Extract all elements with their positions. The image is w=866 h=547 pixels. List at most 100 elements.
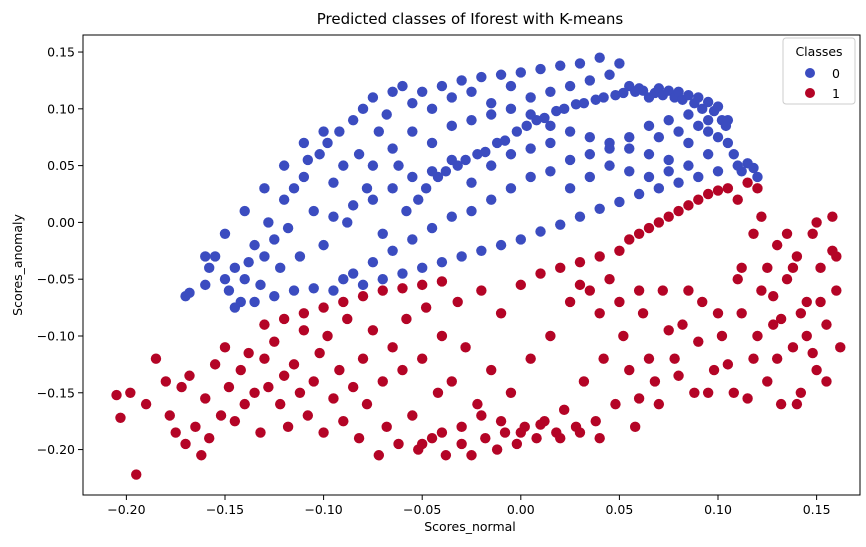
scatter-point-class-0 bbox=[278, 194, 290, 205]
scatter-point-class-0 bbox=[288, 285, 300, 296]
scatter-point-class-1 bbox=[176, 381, 187, 393]
scatter-point-class-0 bbox=[637, 85, 649, 96]
scatter-point-class-1 bbox=[511, 438, 523, 450]
scatter-point-class-0 bbox=[693, 120, 704, 132]
scatter-point-class-1 bbox=[775, 398, 787, 410]
scatter-point-class-0 bbox=[683, 137, 694, 149]
y-tick-label: −0.15 bbox=[37, 385, 75, 400]
scatter-point-class-0 bbox=[505, 149, 517, 160]
scatter-point-class-1 bbox=[663, 211, 674, 222]
scatter-point-class-0 bbox=[584, 171, 596, 183]
scatter-point-class-0 bbox=[702, 149, 714, 160]
scatter-point-class-0 bbox=[308, 283, 319, 294]
scatter-point-class-0 bbox=[564, 80, 576, 92]
scatter-point-class-1 bbox=[736, 262, 747, 274]
scatter-point-class-0 bbox=[663, 166, 674, 177]
scatter-point-class-1 bbox=[683, 200, 694, 211]
scatter-point-class-1 bbox=[334, 364, 345, 376]
scatter-point-class-0 bbox=[551, 105, 562, 117]
scatter-point-class-0 bbox=[239, 273, 250, 285]
scatter-point-class-1 bbox=[432, 387, 444, 398]
scatter-point-class-1 bbox=[590, 415, 601, 427]
scatter-point-class-0 bbox=[342, 217, 353, 228]
scatter-point-class-1 bbox=[610, 398, 621, 410]
scatter-point-class-0 bbox=[712, 132, 724, 143]
scatter-point-class-1 bbox=[712, 308, 724, 319]
scatter-point-class-0 bbox=[521, 120, 532, 132]
scatter-point-class-1 bbox=[495, 415, 507, 427]
scatter-point-class-0 bbox=[476, 71, 487, 83]
scatter-point-class-0 bbox=[397, 268, 408, 279]
scatter-point-class-1 bbox=[742, 393, 753, 404]
scatter-point-class-1 bbox=[795, 387, 807, 398]
scatter-point-class-1 bbox=[781, 228, 793, 239]
scatter-point-class-0 bbox=[564, 183, 576, 194]
scatter-point-class-0 bbox=[466, 205, 477, 217]
scatter-point-class-0 bbox=[381, 109, 392, 120]
scatter-point-class-1 bbox=[677, 319, 688, 330]
scatter-point-class-0 bbox=[436, 256, 448, 268]
scatter-point-class-0 bbox=[663, 114, 674, 126]
scatter-point-class-1 bbox=[683, 285, 694, 296]
scatter-point-class-0 bbox=[209, 251, 221, 262]
scatter-point-class-1 bbox=[545, 330, 556, 342]
scatter-point-class-0 bbox=[426, 222, 438, 234]
scatter-point-class-1 bbox=[736, 308, 747, 319]
scatter-point-class-0 bbox=[598, 92, 609, 103]
scatter-point-class-1 bbox=[275, 398, 286, 410]
scatter-point-class-0 bbox=[525, 92, 536, 103]
scatter-point-class-1 bbox=[815, 262, 826, 274]
scatter-point-class-1 bbox=[259, 353, 270, 364]
scatter-point-class-1 bbox=[200, 393, 211, 404]
scatter-point-class-0 bbox=[446, 120, 457, 132]
scatter-point-class-0 bbox=[263, 217, 274, 228]
scatter-point-class-0 bbox=[525, 143, 536, 154]
scatter-point-class-0 bbox=[564, 154, 576, 166]
y-tick-label: 0.05 bbox=[47, 158, 75, 173]
scatter-point-class-0 bbox=[466, 177, 477, 188]
scatter-point-class-1 bbox=[393, 438, 404, 450]
scatter-point-class-1 bbox=[401, 313, 412, 325]
scatter-point-class-0 bbox=[200, 279, 211, 291]
scatter-point-class-1 bbox=[624, 234, 635, 245]
scatter-point-class-0 bbox=[643, 120, 655, 132]
scatter-point-class-0 bbox=[255, 279, 266, 291]
scatter-point-class-1 bbox=[115, 412, 126, 423]
scatter-point-class-0 bbox=[420, 183, 432, 194]
scatter-point-class-1 bbox=[342, 313, 353, 325]
y-tick-label: −0.10 bbox=[37, 328, 75, 343]
points-layer bbox=[111, 52, 846, 480]
scatter-point-class-1 bbox=[762, 262, 773, 274]
scatter-point-class-0 bbox=[702, 96, 714, 108]
scatter-point-class-1 bbox=[302, 410, 314, 421]
scatter-point-class-1 bbox=[564, 296, 576, 308]
scatter-point-class-0 bbox=[328, 211, 339, 222]
y-tick-label: −0.05 bbox=[37, 272, 75, 287]
scatter-point-class-1 bbox=[787, 342, 799, 353]
scatter-point-class-1 bbox=[673, 370, 684, 381]
scatter-point-class-1 bbox=[633, 393, 645, 404]
scatter-point-class-1 bbox=[318, 302, 329, 313]
scatter-point-class-0 bbox=[624, 166, 635, 177]
scatter-point-class-0 bbox=[298, 137, 310, 149]
scatter-point-class-1 bbox=[314, 347, 325, 359]
x-tick-label: −0.20 bbox=[107, 502, 145, 517]
scatter-point-class-1 bbox=[229, 415, 241, 427]
scatter-point-class-0 bbox=[387, 183, 398, 194]
scatter-point-class-1 bbox=[775, 313, 787, 325]
scatter-point-class-0 bbox=[683, 89, 694, 101]
scatter-point-class-0 bbox=[223, 285, 235, 296]
scatter-point-class-0 bbox=[357, 279, 369, 291]
scatter-point-class-1 bbox=[505, 387, 517, 398]
scatter-point-class-0 bbox=[505, 183, 517, 194]
scatter-point-class-0 bbox=[466, 86, 477, 97]
scatter-point-class-1 bbox=[381, 421, 392, 433]
scatter-point-class-1 bbox=[669, 353, 680, 364]
scatter-point-class-0 bbox=[308, 205, 319, 217]
scatter-point-class-0 bbox=[269, 234, 280, 245]
scatter-point-class-1 bbox=[584, 285, 596, 296]
scatter-point-class-0 bbox=[604, 143, 615, 154]
scatter-point-class-0 bbox=[697, 103, 708, 115]
scatter-point-class-0 bbox=[275, 262, 286, 274]
scatter-point-class-1 bbox=[338, 415, 349, 427]
